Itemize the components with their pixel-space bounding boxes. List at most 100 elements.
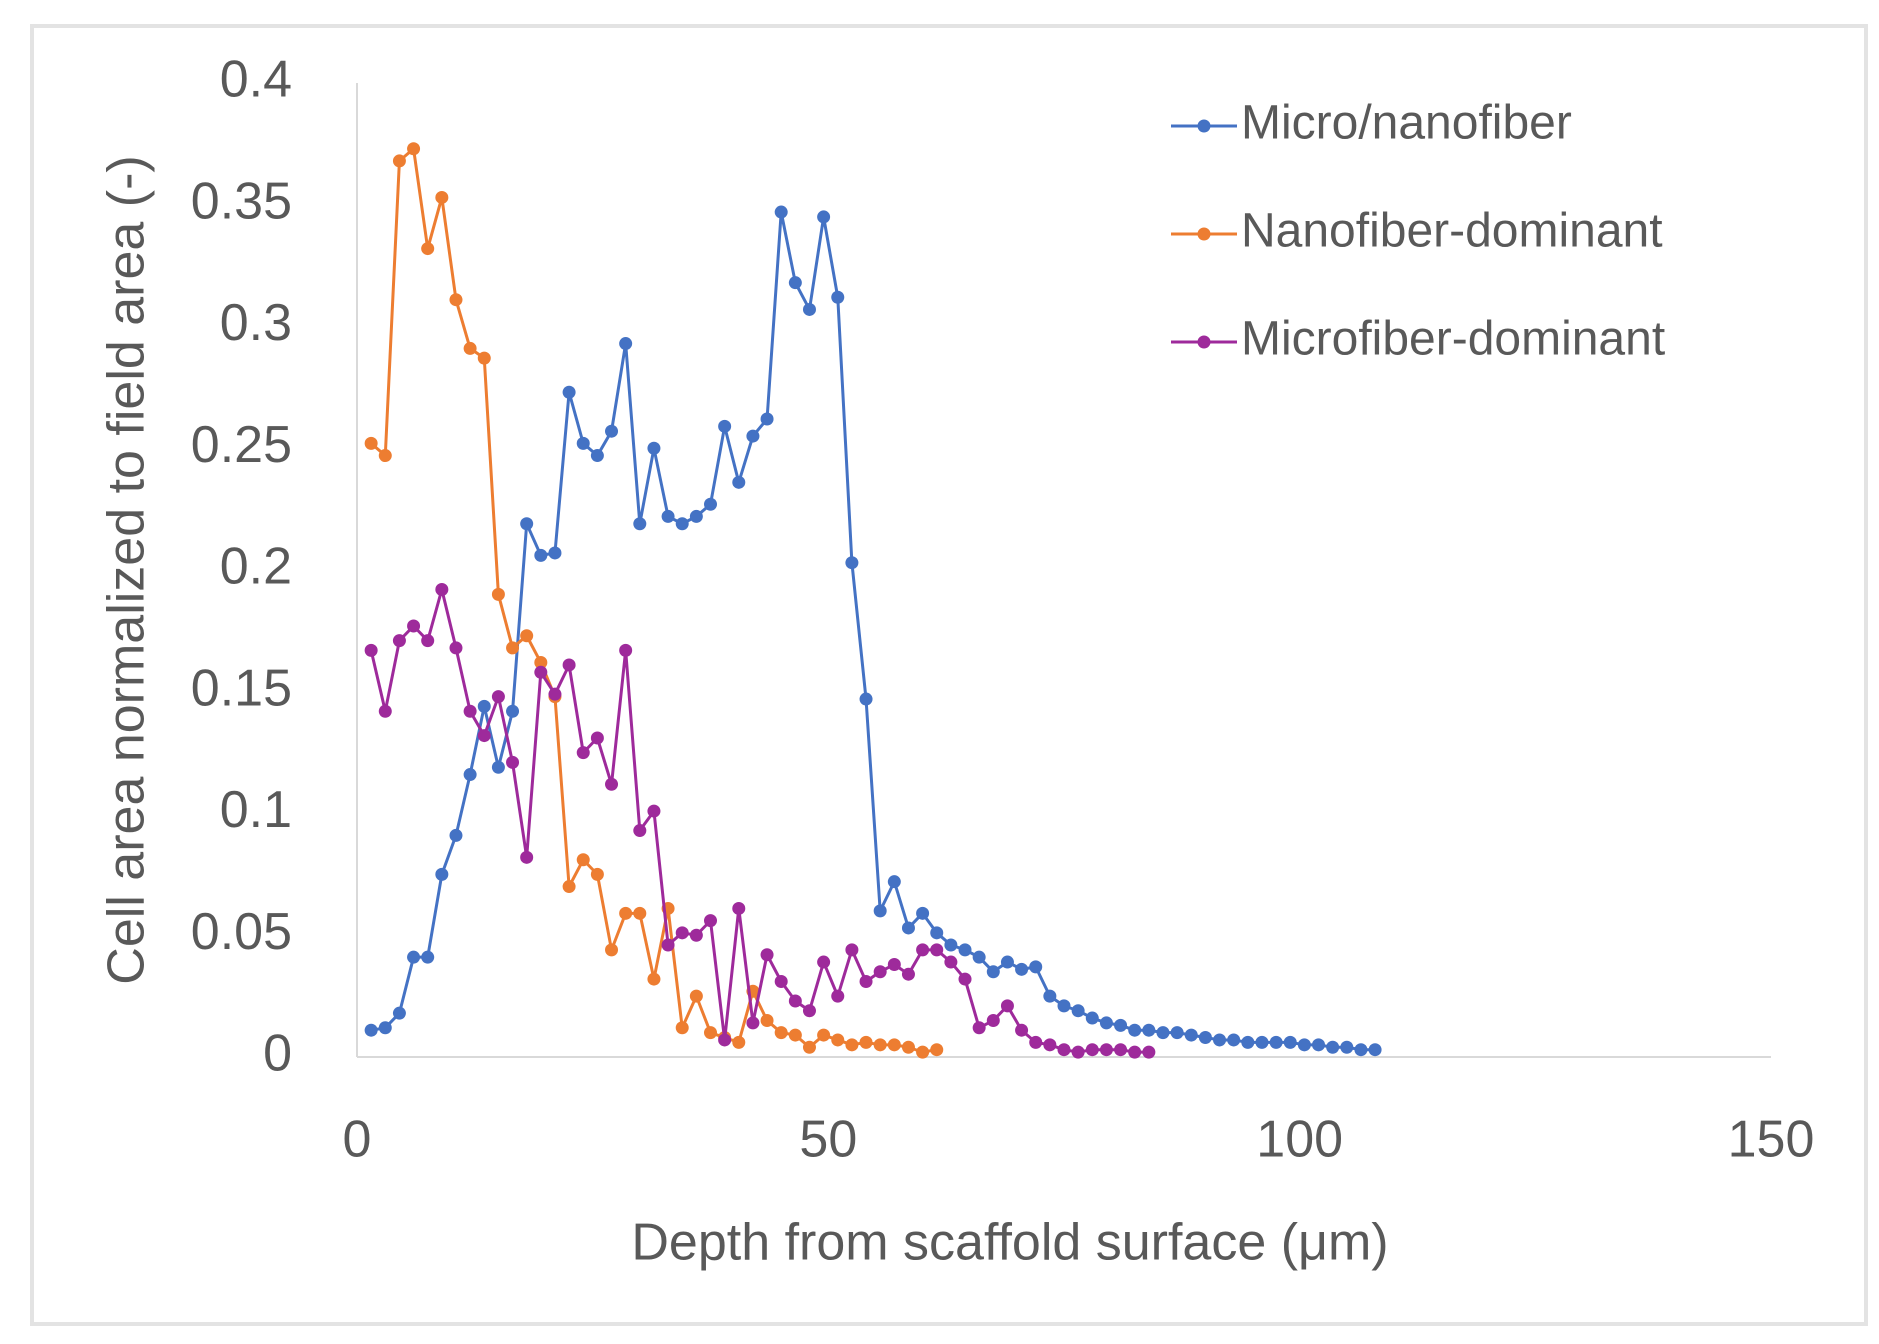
- data-point: [760, 948, 774, 962]
- x-axis-title: Depth from scaffold surface (μm): [631, 1214, 1388, 1272]
- y-axis-title: Cell area normalized to field area (-): [98, 155, 156, 984]
- legend-label: Micro/nanofiber: [1241, 97, 1572, 150]
- data-point: [435, 867, 449, 881]
- data-point: [986, 1013, 1000, 1027]
- data-point: [817, 210, 831, 224]
- data-point: [675, 1021, 689, 1035]
- data-point: [704, 914, 717, 928]
- data-point: [972, 1021, 986, 1035]
- y-tick-label: 0.4: [220, 51, 292, 109]
- data-point: [930, 926, 944, 940]
- data-point: [901, 967, 915, 981]
- data-point: [590, 449, 604, 463]
- x-tick-label: 150: [1728, 1111, 1815, 1169]
- data-point: [845, 1038, 859, 1052]
- data-point: [802, 1040, 816, 1054]
- data-point: [689, 989, 703, 1003]
- data-point: [506, 641, 520, 655]
- data-point: [774, 975, 788, 989]
- data-point: [477, 699, 491, 713]
- data-point: [746, 1016, 760, 1030]
- data-point: [675, 926, 689, 940]
- data-point: [661, 938, 675, 952]
- data-point: [1114, 1043, 1128, 1057]
- data-point: [548, 687, 562, 701]
- data-point: [1297, 1038, 1311, 1052]
- data-point: [491, 587, 505, 601]
- data-point: [873, 965, 887, 979]
- data-point: [619, 906, 633, 920]
- data-point: [534, 548, 548, 562]
- data-point: [718, 1033, 732, 1047]
- data-point: [788, 1028, 802, 1042]
- data-point: [520, 629, 534, 643]
- data-point: [392, 154, 406, 168]
- data-point: [633, 517, 647, 531]
- data-point: [407, 619, 421, 633]
- data-point: [1085, 1011, 1099, 1025]
- y-tick-label: 0.1: [220, 781, 292, 839]
- data-point: [746, 429, 760, 443]
- legend-marker: [1197, 119, 1211, 133]
- data-point: [661, 509, 675, 523]
- legend-marker: [1197, 335, 1211, 349]
- data-point: [562, 880, 576, 894]
- data-point: [562, 658, 576, 672]
- data-point: [590, 867, 604, 881]
- data-point: [605, 943, 619, 957]
- data-point: [506, 704, 520, 718]
- data-point: [944, 955, 958, 969]
- data-point: [887, 1038, 901, 1052]
- data-point: [930, 1043, 944, 1057]
- legend-label: Microfiber-dominant: [1241, 313, 1665, 366]
- data-point: [1029, 960, 1043, 974]
- data-point: [378, 704, 392, 718]
- data-point: [788, 994, 802, 1008]
- data-point: [364, 1023, 378, 1037]
- data-point: [1241, 1035, 1255, 1049]
- data-point: [605, 424, 619, 438]
- data-point: [477, 351, 491, 365]
- x-tick-label: 100: [1256, 1111, 1343, 1169]
- data-point: [1071, 1045, 1085, 1059]
- data-point: [520, 850, 534, 864]
- data-point: [576, 746, 590, 760]
- data-point: [576, 436, 590, 450]
- data-point: [1057, 1043, 1071, 1057]
- data-point: [1015, 1023, 1029, 1037]
- data-point: [449, 828, 463, 842]
- data-point: [1213, 1033, 1227, 1047]
- data-point: [534, 665, 548, 679]
- data-point: [859, 975, 873, 989]
- data-point: [1142, 1023, 1156, 1037]
- x-tick-label: 50: [799, 1111, 857, 1169]
- data-point: [562, 385, 576, 399]
- data-point: [718, 419, 732, 433]
- data-point: [449, 293, 463, 307]
- data-point: [1269, 1035, 1283, 1049]
- data-point: [1114, 1018, 1128, 1032]
- data-point: [590, 731, 604, 745]
- data-point: [930, 943, 944, 957]
- legend-label: Nanofiber-dominant: [1241, 205, 1663, 258]
- data-point: [619, 337, 633, 351]
- y-tick-label: 0.35: [191, 172, 292, 230]
- data-point: [1326, 1040, 1340, 1054]
- data-point: [364, 643, 378, 657]
- data-point: [1156, 1026, 1170, 1040]
- data-point: [732, 1035, 746, 1049]
- data-point: [760, 412, 774, 426]
- data-point: [732, 901, 746, 915]
- data-point: [675, 517, 689, 531]
- data-point: [1255, 1035, 1269, 1049]
- data-point: [1000, 955, 1014, 969]
- data-point: [1368, 1043, 1382, 1057]
- data-point: [732, 475, 746, 489]
- data-point: [887, 875, 901, 889]
- data-point: [633, 824, 647, 838]
- data-point: [392, 634, 406, 648]
- data-point: [774, 1026, 788, 1040]
- data-point: [633, 906, 647, 920]
- data-point: [1099, 1043, 1113, 1057]
